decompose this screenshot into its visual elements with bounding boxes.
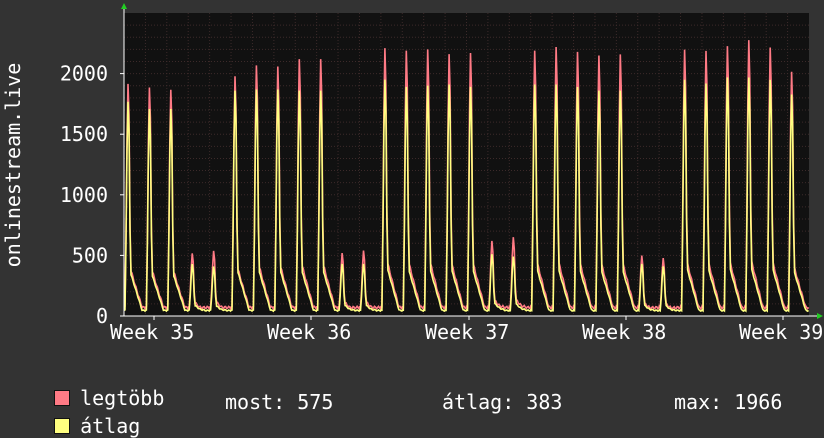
stat-now: most: 575: [225, 390, 334, 414]
series-avg-line: [123, 77, 810, 313]
x-axis-arrow-icon: [817, 313, 823, 319]
axes: [120, 3, 823, 320]
legend-max: legtöbb: [30, 362, 164, 410]
stat-max: max: 1966: [674, 390, 783, 414]
legend-avg-swatch: [54, 418, 71, 434]
series-lines: [123, 40, 810, 313]
y-tick-label: 0: [96, 304, 108, 328]
x-tick-label: Week 39: [739, 320, 823, 344]
legend-max-label: legtöbb: [80, 386, 165, 410]
y-tick-label: 1000: [60, 183, 108, 207]
x-tick-label: Week 38: [582, 320, 666, 344]
grid: [124, 13, 809, 316]
tick-labels: 0 500 1000 1500 2000 Week 35 Week 36 Week 37 Wee…: [60, 62, 823, 344]
traffic-chart: 0 500 1000 1500 2000 Week 35 Week 36 Week 37 Wee…: [1, 3, 823, 344]
legend-avg: átlag: [30, 390, 140, 438]
y-tick-label: 500: [72, 243, 108, 267]
legend-avg-label: átlag: [80, 414, 141, 438]
legend-max-swatch: [54, 390, 71, 406]
y-tick-label: 1500: [60, 122, 108, 146]
x-tick-label: Week 36: [267, 320, 351, 344]
y-axis-label: onlinestream.live: [1, 63, 25, 268]
stat-avg: átlag: 383: [442, 390, 563, 414]
y-axis-arrow-icon: [121, 3, 127, 9]
x-tick-label: Week 37: [425, 320, 509, 344]
y-tick-label: 2000: [60, 62, 108, 86]
x-tick-label: Week 35: [110, 320, 194, 344]
